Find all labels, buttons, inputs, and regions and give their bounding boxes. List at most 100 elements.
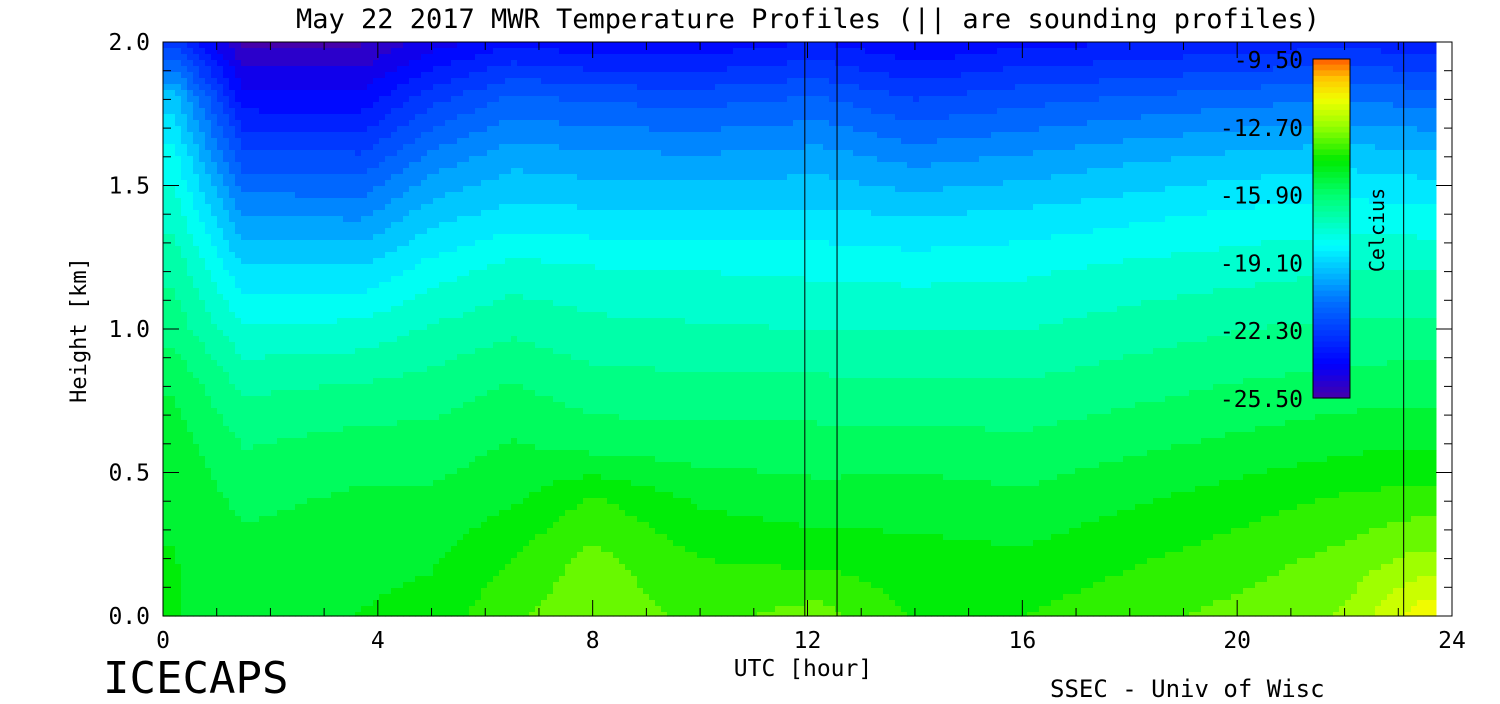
heatmap-cell <box>181 372 188 379</box>
heatmap-cell <box>193 324 200 331</box>
heatmap-cell <box>181 354 188 361</box>
heatmap-cell <box>253 588 260 595</box>
heatmap-cell <box>181 366 188 373</box>
heatmap-cell <box>289 564 296 571</box>
heatmap-cell <box>463 282 470 289</box>
heatmap-cell <box>427 150 434 157</box>
heatmap-cell <box>469 252 476 259</box>
heatmap-cell <box>409 468 416 475</box>
heatmap-cell <box>319 156 326 163</box>
heatmap-cell <box>361 198 368 205</box>
heatmap-cell <box>175 372 182 379</box>
heatmap-cell <box>457 558 464 565</box>
heatmap-cell <box>241 108 248 115</box>
heatmap-cell <box>223 294 230 301</box>
heatmap-cell <box>205 120 212 127</box>
heatmap-cell <box>313 342 320 349</box>
heatmap-cell <box>229 108 236 115</box>
heatmap-cell <box>391 360 398 367</box>
heatmap-cell <box>181 234 188 241</box>
heatmap-cell <box>331 498 338 505</box>
heatmap-cell <box>445 588 452 595</box>
heatmap-cell <box>325 348 332 355</box>
heatmap-cell <box>241 540 248 547</box>
heatmap-cell <box>325 498 332 505</box>
heatmap-cell <box>217 450 224 457</box>
heatmap-cell <box>451 504 458 511</box>
heatmap-cell <box>343 528 350 535</box>
heatmap-cell <box>265 408 272 415</box>
heatmap-cell <box>295 414 302 421</box>
heatmap-cell <box>463 210 470 217</box>
heatmap-cell <box>367 180 374 187</box>
heatmap-cell <box>259 510 266 517</box>
heatmap-cell <box>433 294 440 301</box>
heatmap-cell <box>337 312 344 319</box>
heatmap-cell <box>163 300 170 307</box>
heatmap-cell <box>253 312 260 319</box>
heatmap-cell <box>265 498 272 505</box>
heatmap-cell <box>229 264 236 271</box>
heatmap-cell <box>361 156 368 163</box>
heatmap-cell <box>445 300 452 307</box>
heatmap-cell <box>403 108 410 115</box>
heatmap-cell <box>205 114 212 121</box>
heatmap-cell <box>409 522 416 529</box>
heatmap-cell <box>187 192 194 199</box>
heatmap-cell <box>217 90 224 97</box>
heatmap-cell <box>331 276 338 283</box>
heatmap-cell <box>253 294 260 301</box>
heatmap-cell <box>469 138 476 145</box>
heatmap-cell <box>301 126 308 133</box>
heatmap-cell <box>385 462 392 469</box>
heatmap-cell <box>265 60 272 67</box>
heatmap-cell <box>451 480 458 487</box>
heatmap-cell <box>295 150 302 157</box>
heatmap-cell <box>229 66 236 73</box>
heatmap-cell <box>217 132 224 139</box>
heatmap-cell <box>211 468 218 475</box>
heatmap-cell <box>295 528 302 535</box>
heatmap-cell <box>415 102 422 109</box>
heatmap-cell <box>277 48 284 55</box>
heatmap-cell <box>367 546 374 553</box>
heatmap-cell <box>169 504 176 511</box>
heatmap-cell <box>421 102 428 109</box>
heatmap-cell <box>349 72 356 79</box>
heatmap-cell <box>301 378 308 385</box>
heatmap-cell <box>187 252 194 259</box>
heatmap-cell <box>325 354 332 361</box>
heatmap-cell <box>163 372 170 379</box>
heatmap-cell <box>265 318 272 325</box>
heatmap-cell <box>367 540 374 547</box>
heatmap-cell <box>439 402 446 409</box>
heatmap-cell <box>415 456 422 463</box>
heatmap-cell <box>379 552 386 559</box>
heatmap-cell <box>271 60 278 67</box>
heatmap-cell <box>463 504 470 511</box>
heatmap-cell <box>307 276 314 283</box>
heatmap-cell <box>421 588 428 595</box>
heatmap-cell <box>409 42 416 49</box>
heatmap-cell <box>235 48 242 55</box>
heatmap-cell <box>421 336 428 343</box>
heatmap-cell <box>169 474 176 481</box>
heatmap-cell <box>223 456 230 463</box>
heatmap-cell <box>349 102 356 109</box>
heatmap-cell <box>175 84 182 91</box>
heatmap-cell <box>319 552 326 559</box>
heatmap-cell <box>301 66 308 73</box>
heatmap-cell <box>361 186 368 193</box>
heatmap-cell <box>205 504 212 511</box>
heatmap-cell <box>439 576 446 583</box>
heatmap-cell <box>271 612 278 617</box>
heatmap-cell <box>403 78 410 85</box>
heatmap-cell <box>331 186 338 193</box>
heatmap-cell <box>457 126 464 133</box>
heatmap-cell <box>409 168 416 175</box>
heatmap-cell <box>175 66 182 73</box>
heatmap-cell <box>289 96 296 103</box>
heatmap-cell <box>457 390 464 397</box>
heatmap-cell <box>265 78 272 85</box>
heatmap-cell <box>307 354 314 361</box>
